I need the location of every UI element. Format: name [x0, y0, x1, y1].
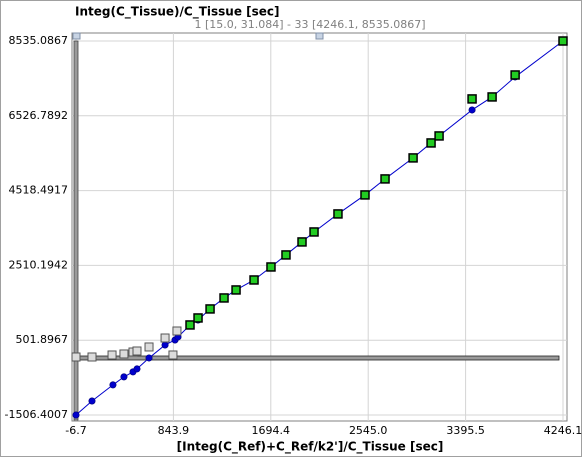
data-point [510, 70, 520, 80]
data-point [161, 341, 169, 349]
x-tick-label: 4246.1 [544, 424, 582, 437]
data-point [360, 190, 370, 200]
chart-title: Integ(C_Tissue)/C_Tissue [sec] [75, 5, 280, 20]
data-point [558, 36, 568, 46]
plot-area [71, 32, 568, 422]
x-tick-label: 1694.4 [252, 424, 291, 437]
x-tick-label: 2545.0 [349, 424, 388, 437]
data-point [281, 250, 291, 260]
data-point [380, 174, 390, 184]
data-point [467, 94, 477, 104]
data-point [231, 285, 241, 295]
data-point [133, 365, 141, 373]
data-point [205, 304, 215, 314]
data-point [120, 373, 128, 381]
y-tick-label: 6526.7892 [9, 109, 69, 122]
x-tick-label: -6.7 [65, 424, 86, 437]
data-point [107, 350, 117, 360]
data-point [487, 92, 497, 102]
y-tick-label: 2510.1942 [9, 258, 69, 271]
y-tick-label: 8535.0867 [9, 34, 69, 47]
data-point [160, 333, 170, 343]
data-point [193, 313, 203, 323]
data-point [434, 131, 444, 141]
y-tick-label: -1506.4007 [5, 408, 68, 421]
x-tick-label: 843.9 [158, 424, 190, 437]
x-axis-label: [Integ(C_Ref)+C_Ref/k2']/C_Tissue [sec] [177, 440, 444, 455]
data-point [408, 153, 418, 163]
data-point [266, 262, 276, 272]
data-point [71, 352, 81, 362]
y-tick-label: 501.8967 [16, 333, 69, 346]
data-point [426, 138, 436, 148]
data-point [109, 381, 117, 389]
data-point [87, 352, 97, 362]
data-point [468, 106, 476, 114]
x-tick-label: 3395.5 [446, 424, 485, 437]
data-point [72, 411, 80, 419]
data-point [145, 354, 153, 362]
marks [71, 36, 568, 419]
range-handle[interactable] [72, 32, 81, 40]
data-point [249, 275, 259, 285]
data-point [185, 320, 195, 330]
data-point [219, 293, 229, 303]
data-point [297, 237, 307, 247]
y-tick-label: 4518.4917 [9, 184, 69, 197]
data-point [88, 397, 96, 405]
data-point [333, 209, 343, 219]
range-marker-vertical [73, 40, 79, 421]
data-point [119, 349, 129, 359]
data-point [172, 326, 182, 336]
data-point [309, 227, 319, 237]
chart-subtitle: 1 [15.0, 31.084] - 33 [4246.1, 8535.0867… [194, 18, 425, 31]
data-point [144, 342, 154, 352]
range-handle[interactable] [315, 32, 324, 40]
data-point [132, 346, 142, 356]
data-point [168, 350, 178, 360]
